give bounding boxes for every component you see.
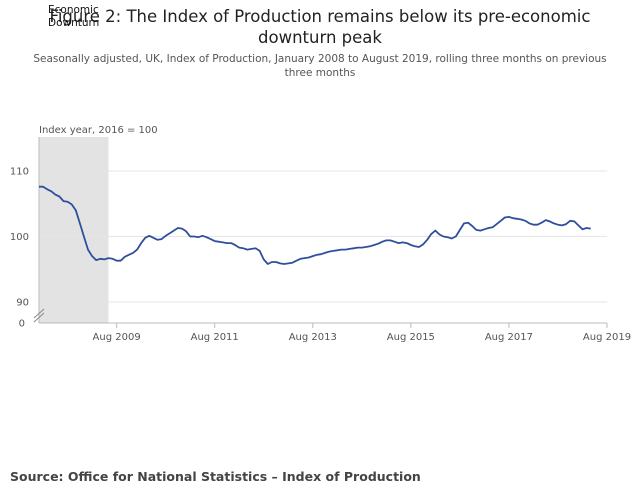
y-tick-label: 110 (10, 167, 29, 178)
y-axis-label: Index year, 2016 = 100 (39, 125, 158, 136)
series-line (39, 185, 591, 265)
x-tick-label: Aug 2011 (191, 332, 239, 343)
chart-subtitle: Seasonally adjusted, UK, Index of Produc… (33, 53, 607, 79)
chart-title: Figure 2: The Index of Production remain… (49, 7, 591, 47)
x-axis-ticks: Aug 2009 Aug 2011 Aug 2013 Aug 2015 Aug 2017… (93, 323, 631, 343)
x-tick-label: Aug 2013 (289, 332, 337, 343)
x-tick-label: Aug 2017 (485, 332, 533, 343)
downturn-label: Economic Downturn (48, 4, 100, 29)
y-tick-label: 100 (10, 232, 29, 243)
y-tick-label: 90 (16, 298, 29, 309)
y-axis-zero-label: 0 (19, 319, 25, 330)
line-chart: 110 100 90 Index year, 2016 = 100 0 Aug 20… (10, 125, 631, 343)
y-axis-ticks: 110 100 90 (10, 167, 29, 309)
downturn-shaded-region (39, 137, 109, 323)
source-note: Source: Office for National Statistics –… (10, 469, 421, 484)
axis-break-icon (33, 308, 45, 323)
x-tick-label: Aug 2019 (583, 332, 631, 343)
gridlines (38, 137, 607, 323)
x-tick-label: Aug 2015 (387, 332, 435, 343)
x-tick-label: Aug 2009 (93, 332, 141, 343)
